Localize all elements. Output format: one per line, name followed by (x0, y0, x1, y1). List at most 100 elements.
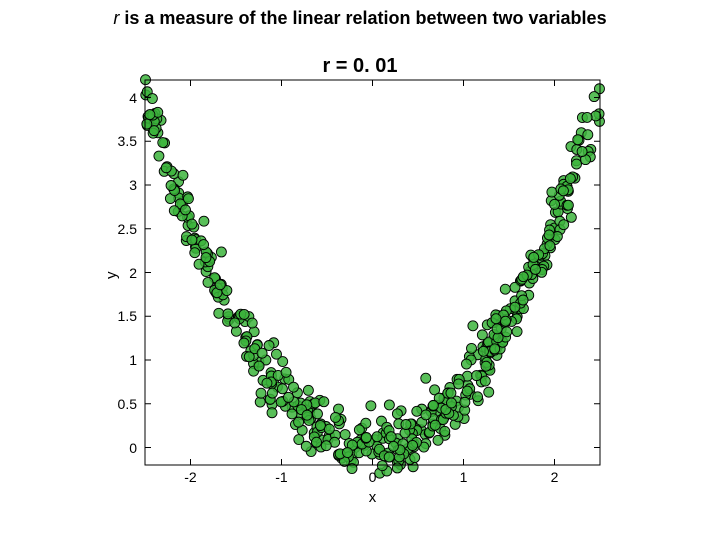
data-point (342, 448, 352, 458)
data-point (239, 309, 249, 319)
data-point (183, 194, 193, 204)
data-point (214, 308, 224, 318)
data-point (392, 409, 402, 419)
page-caption: r is a measure of the linear relation be… (0, 8, 720, 29)
data-point (372, 432, 382, 442)
data-point (312, 409, 322, 419)
data-point (154, 151, 164, 161)
chart-title: r = 0. 01 (0, 55, 720, 78)
data-point (289, 382, 299, 392)
y-tick-label: 1.5 (118, 308, 137, 324)
data-point (502, 327, 512, 337)
data-point (216, 247, 226, 257)
data-point (169, 206, 179, 216)
data-point (461, 359, 471, 369)
data-point (256, 388, 266, 398)
data-point (547, 187, 557, 197)
data-point (281, 367, 291, 377)
data-point (187, 219, 197, 229)
y-tick-label: 2.5 (118, 221, 137, 237)
data-point (573, 135, 583, 145)
data-point (302, 410, 312, 420)
data-point (147, 94, 157, 104)
y-tick-label: 1 (129, 352, 137, 368)
data-point (473, 392, 483, 402)
data-point (518, 272, 528, 282)
data-point (512, 327, 522, 337)
data-point (257, 348, 267, 358)
data-point (386, 432, 396, 442)
data-point (158, 138, 168, 148)
data-point (142, 119, 152, 129)
y-tick-label: 3 (129, 177, 137, 193)
data-point (361, 433, 371, 443)
caption-text: is a measure of the linear relation betw… (119, 8, 606, 28)
x-tick-label: 1 (460, 469, 468, 485)
data-point (283, 392, 293, 402)
data-point (467, 343, 477, 353)
data-point (565, 174, 575, 184)
data-point (324, 424, 334, 434)
y-axis-label: y (103, 271, 120, 279)
data-point (287, 409, 297, 419)
data-point (223, 309, 233, 319)
data-point (559, 220, 569, 230)
data-point (230, 318, 240, 328)
data-point (446, 398, 456, 408)
data-point (366, 401, 376, 411)
data-point (460, 397, 470, 407)
data-point (454, 379, 464, 389)
data-point (331, 412, 341, 422)
x-tick-label: -2 (184, 469, 196, 485)
data-point (563, 200, 573, 210)
data-point (315, 420, 325, 430)
data-point (490, 344, 500, 354)
data-point (303, 385, 313, 395)
data-point (501, 316, 511, 326)
data-point (187, 235, 197, 245)
data-point (267, 408, 277, 418)
data-point (178, 170, 188, 180)
data-point (428, 400, 438, 410)
data-point (301, 441, 311, 451)
data-point (412, 406, 422, 416)
data-point (491, 314, 501, 324)
y-tick-label: 0 (129, 440, 137, 456)
data-point (161, 163, 171, 173)
data-point (145, 110, 155, 120)
data-point (421, 373, 431, 383)
data-point (446, 388, 456, 398)
y-tick-label: 0.5 (118, 396, 137, 412)
data-point (550, 199, 560, 209)
data-point (430, 420, 440, 430)
data-point (530, 264, 540, 274)
x-tick-label: -1 (275, 469, 287, 485)
data-point (294, 417, 304, 427)
data-point (492, 324, 502, 334)
data-point (440, 426, 450, 436)
data-point (384, 452, 394, 462)
data-point (410, 453, 420, 463)
data-point (558, 186, 568, 196)
data-point (199, 240, 209, 250)
data-point (582, 112, 592, 122)
data-point (239, 338, 249, 348)
y-tick-label: 4 (129, 90, 137, 106)
data-point (401, 420, 411, 430)
data-point (392, 463, 402, 473)
data-point (354, 425, 364, 435)
data-point (421, 410, 431, 420)
data-point (589, 92, 599, 102)
data-point (267, 388, 277, 398)
data-point (271, 349, 281, 359)
data-point (544, 230, 554, 240)
data-point (312, 437, 322, 447)
data-point (384, 400, 394, 410)
data-point (480, 376, 490, 386)
data-point (545, 241, 555, 251)
data-point (510, 302, 520, 312)
data-point (199, 216, 209, 226)
data-point (572, 159, 582, 169)
data-point (321, 441, 331, 451)
x-axis-label: x (369, 489, 377, 506)
